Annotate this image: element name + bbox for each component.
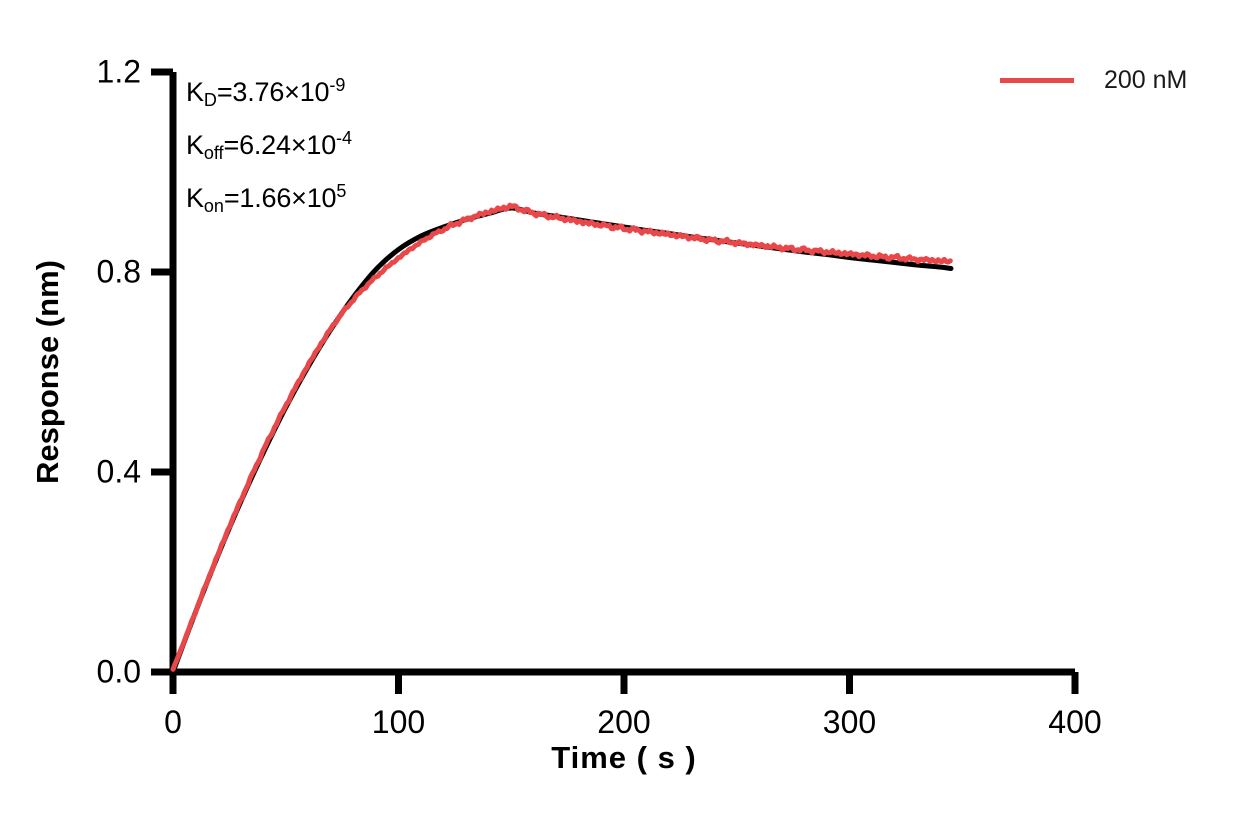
kinetics-annotation-line: Koff=6.24×10-4 (186, 119, 352, 172)
y-tick-label: 0.0 (96, 653, 141, 690)
x-tick-label: 0 (164, 704, 182, 740)
annotation-subscript: D (203, 89, 217, 110)
x-tick-label: 400 (1048, 704, 1102, 740)
x-tick-label: 200 (597, 704, 651, 740)
y-tick-label: 0.8 (96, 253, 141, 290)
x-tick-label: 300 (822, 704, 877, 740)
kinetics-annotation: KD=3.76×10-9 Koff=6.24×10-4 Kon=1.66×105 (186, 66, 352, 225)
chart-legend: 200 nM (1000, 66, 1187, 95)
annotation-subscript: on (203, 195, 224, 216)
kinetic-fit-curve (170, 205, 954, 675)
y-tick-marks (151, 68, 173, 676)
annotation-exponent: -4 (336, 127, 353, 148)
annotation-value: =6.24×10 (223, 129, 337, 160)
annotation-exponent: -9 (329, 75, 346, 95)
x-axis-title: Time ( s ) (551, 740, 697, 775)
annotation-value: =1.66×10 (223, 182, 337, 213)
annotation-symbol: K (186, 182, 204, 213)
measured-data-curve (170, 202, 953, 672)
y-tick-label: 0.4 (96, 453, 141, 490)
x-tick-label: 100 (371, 704, 426, 740)
annotation-exponent: 5 (336, 180, 347, 201)
kinetics-annotation-line: Kon=1.66×105 (186, 172, 352, 225)
annotation-value: =3.76×10 (216, 76, 330, 107)
legend-label: 200 nM (1104, 66, 1188, 94)
annotation-symbol: K (186, 76, 204, 107)
annotation-symbol: K (186, 129, 204, 160)
y-tick-label: 1.2 (96, 53, 141, 90)
y-axis-title: Response (nm) (30, 260, 65, 484)
x-tick-marks (169, 672, 1079, 694)
annotation-subscript: off (203, 142, 224, 163)
kinetics-annotation-line: KD=3.76×10-9 (186, 66, 352, 119)
legend-line-swatch (1000, 78, 1074, 83)
